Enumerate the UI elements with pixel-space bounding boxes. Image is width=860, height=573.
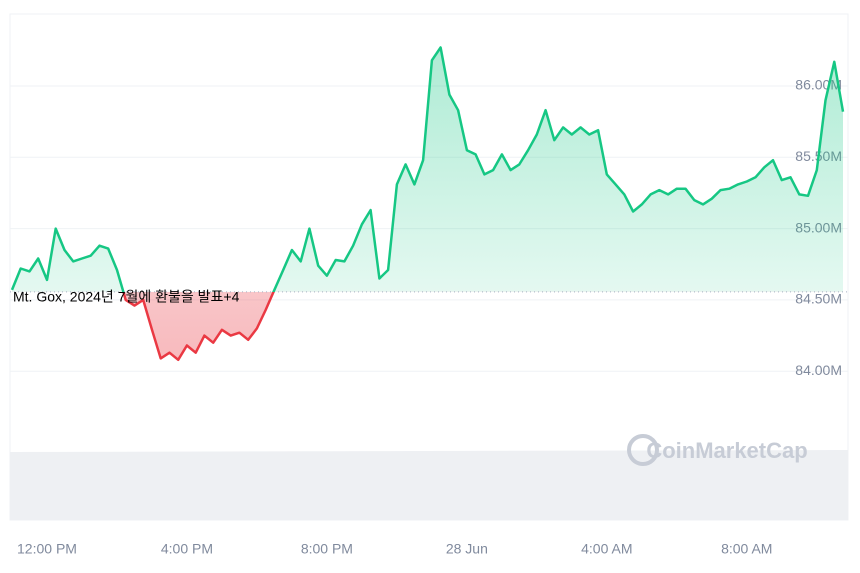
baseline-annotation: Mt. Gox, 2024년 7월에 환불을 발표+4 xyxy=(13,289,240,305)
x-tick-label: 8:00 PM xyxy=(301,541,353,557)
x-tick-label: 4:00 PM xyxy=(161,541,213,557)
y-tick-label: 84.00M xyxy=(795,362,842,378)
watermark: CoinMarketCap xyxy=(646,438,807,463)
area-down xyxy=(123,291,274,360)
watermark-logo xyxy=(627,434,659,466)
y-tick-label: 84.50M xyxy=(795,291,842,307)
area-up xyxy=(12,47,843,292)
x-tick-label: 28 Jun xyxy=(446,541,488,557)
x-tick-label: 4:00 AM xyxy=(581,541,632,557)
volume-area xyxy=(10,450,848,520)
x-tick-label: 8:00 AM xyxy=(721,541,772,557)
price-line xyxy=(10,46,845,362)
x-tick-label: 12:00 PM xyxy=(17,541,77,557)
